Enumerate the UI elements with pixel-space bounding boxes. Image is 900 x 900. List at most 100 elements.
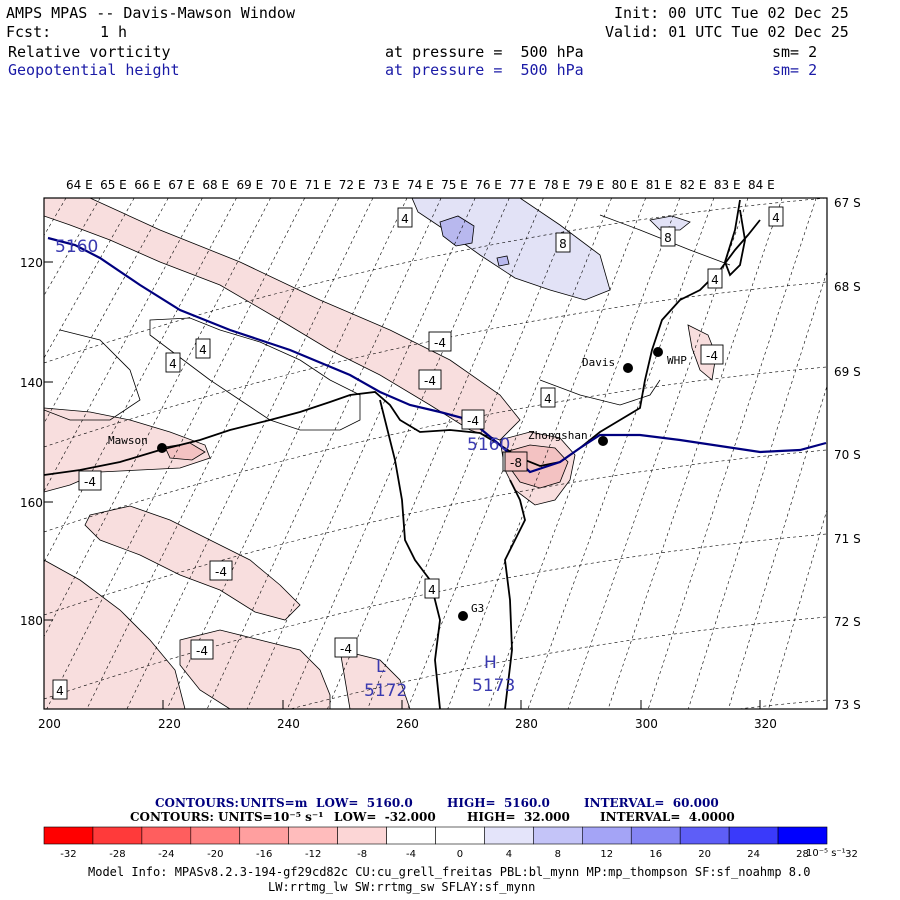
x-tick-label: 240	[277, 717, 300, 731]
longitude-label: 84 E	[748, 178, 775, 192]
meridian-line	[327, 198, 544, 709]
station-marker-g3	[458, 611, 468, 621]
station-marker-davis	[623, 363, 633, 373]
meridian-line	[487, 198, 681, 709]
forecast-label: Fcst:	[6, 23, 52, 41]
colorbar-swatch	[533, 826, 583, 845]
vorticity-label: -4	[209, 560, 233, 581]
plot-frame	[43, 197, 828, 710]
longitude-label: 74 E	[407, 178, 434, 192]
station-label-davis: Davis	[582, 356, 615, 369]
vorticity-label: 8	[555, 232, 571, 253]
colorbar-swatch	[141, 826, 192, 845]
longitude-label: 71 E	[305, 178, 332, 192]
meridian-line	[44, 198, 101, 297]
colorbar-swatch	[288, 826, 338, 845]
svg-text:4: 4	[56, 684, 64, 698]
meridian-line	[86, 198, 340, 709]
vorticity-label: -4	[418, 369, 442, 390]
meridian-line	[44, 198, 203, 492]
vorticity-label: 8	[660, 226, 676, 247]
colorbar-swatch	[630, 826, 681, 845]
svg-text:8: 8	[559, 237, 567, 251]
colorbar-swatch	[386, 826, 436, 845]
latitude-label: 71 S	[834, 532, 861, 546]
vorticity-label: 4	[195, 338, 211, 359]
station-label-g3: G3	[471, 602, 484, 615]
svg-text:-4: -4	[84, 475, 96, 489]
longitude-label: 72 E	[339, 178, 366, 192]
svg-text:-4: -4	[340, 642, 352, 656]
contours1-units: UNITS=m	[240, 796, 308, 810]
parallel-line	[44, 198, 827, 364]
y-tick-label: 180	[20, 614, 43, 628]
vorticity-label: -4	[428, 331, 452, 352]
meridian-line	[44, 198, 169, 424]
colorbar-swatch	[728, 826, 779, 845]
longitude-label: 80 E	[612, 178, 639, 192]
svg-text:4: 4	[169, 357, 177, 371]
meridian-line	[126, 198, 374, 709]
longitude-label: 81 E	[646, 178, 673, 192]
contours1-high: HIGH= 5160.0	[447, 796, 550, 810]
low-letter: L	[376, 657, 386, 677]
meridian-line	[44, 198, 237, 563]
colorbar-tick-label: -8	[357, 849, 367, 860]
contours2-label: CONTOURS:	[130, 810, 214, 824]
station-marker-mawson	[157, 443, 167, 453]
latitude-label: 68 S	[834, 280, 861, 294]
meridian-line	[44, 198, 135, 359]
contours2-interval: INTERVAL= 4.0000	[600, 810, 735, 824]
chart-title: AMPS MPAS -- Davis-Mawson Window	[6, 4, 295, 22]
contours2-high: HIGH= 32.000	[467, 810, 570, 824]
longitude-label: 82 E	[680, 178, 707, 192]
vorticity-label: 4	[540, 387, 556, 408]
colorbar-swatch	[190, 826, 241, 845]
vorticity-label: -8	[504, 451, 528, 472]
meridian-line	[166, 198, 408, 709]
colorbar-tick-label: 32	[845, 849, 858, 860]
colorbar-tick-label: 4	[506, 849, 512, 860]
latitude-label: 73 S	[834, 698, 861, 712]
vorticity-label: 4	[424, 578, 440, 599]
svg-text:8: 8	[664, 231, 672, 245]
svg-text:-4: -4	[434, 336, 446, 350]
longitude-label: 75 E	[441, 178, 468, 192]
latlon-grid	[44, 198, 827, 709]
x-tick-label: 260	[396, 717, 419, 731]
longitude-label: 73 E	[373, 178, 400, 192]
station-label-zhongshan: Zhongshan	[528, 429, 588, 442]
vorticity-label: 4	[768, 206, 784, 227]
x-tick-label: 320	[754, 717, 777, 731]
meridian-line	[447, 198, 646, 709]
colorbar: -32 -28 -24 -20 -16 -12 -8 -4 0 4 8 12 16 20 24 28 32	[43, 826, 858, 860]
colorbar-swatch	[337, 826, 387, 845]
svg-text:-4: -4	[215, 565, 227, 579]
meridian-line	[287, 198, 510, 709]
longitude-label: 69 E	[237, 178, 264, 192]
x-tick-label: 280	[515, 717, 538, 731]
colorbar-tick-label: -4	[406, 849, 416, 860]
contours2-low: LOW= -32.000	[334, 810, 436, 824]
latitude-label: 67 S	[834, 196, 861, 210]
svg-text:4: 4	[711, 273, 719, 287]
colorbar-tick-label: -24	[158, 849, 174, 860]
svg-text:-4: -4	[706, 349, 718, 363]
longitude-label: 79 E	[578, 178, 605, 192]
y-tick-label: 140	[20, 376, 43, 390]
parallel-line	[44, 366, 827, 533]
parallel-line	[289, 616, 827, 709]
contours2-units: UNITS=10⁻⁵ s⁻¹	[218, 810, 324, 824]
colorbar-swatch	[582, 826, 632, 845]
contours1-low: LOW= 5160.0	[316, 796, 413, 810]
height-contour-label: 5160	[55, 237, 98, 257]
field1-smooth: sm= 2	[772, 43, 818, 61]
model-info-line1: Model Info: MPASv8.2.3-194-gf29cd82c CU:…	[88, 865, 811, 879]
svg-text:4: 4	[199, 343, 207, 357]
colorbar-tick-label: -12	[305, 849, 321, 860]
latitude-label: 72 S	[834, 615, 861, 629]
colorbar-swatch	[484, 826, 534, 845]
colorbar-swatch	[777, 826, 828, 845]
vorticity-label: -4	[78, 470, 102, 491]
